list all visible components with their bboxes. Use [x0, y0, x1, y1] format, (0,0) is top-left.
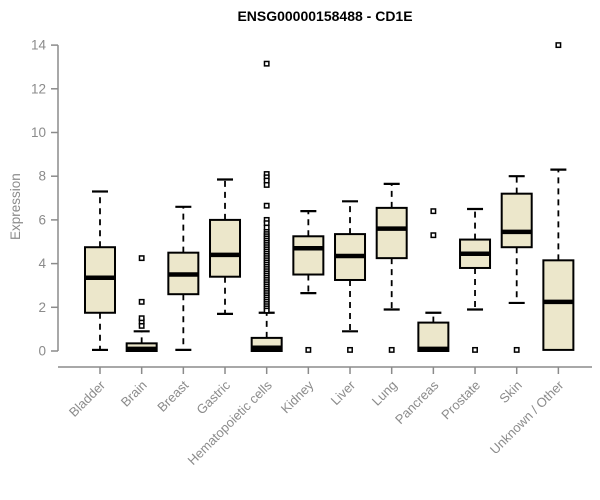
y-tick-label: 12: [31, 81, 46, 96]
x-tick-label: Liver: [328, 377, 359, 408]
outlier-point: [305, 346, 312, 353]
outlier-point: [472, 346, 478, 353]
y-tick-label: 10: [31, 125, 46, 140]
box-hematopoietic-cells: [250, 60, 283, 353]
box-pancreas: [417, 208, 450, 353]
iqr-box: [292, 235, 325, 276]
outlier-point: [263, 181, 270, 188]
x-tick-label: Skin: [496, 378, 524, 406]
box-prostate: [459, 207, 492, 353]
iqr-box: [209, 218, 242, 278]
x-tick-label: Kidney: [278, 377, 317, 416]
x-tick-label: Pancreas: [392, 377, 442, 427]
box-unknown-other: [542, 42, 575, 351]
outlier-point: [263, 307, 270, 314]
outlier-point: [513, 346, 520, 353]
outlier-point: [347, 346, 353, 353]
box-brain: [125, 255, 158, 353]
outlier-point: [138, 298, 145, 305]
box-gastric: [209, 178, 242, 315]
y-tick-label: 6: [38, 212, 46, 227]
x-tick-label: Prostate: [438, 378, 483, 423]
chart-title: ENSG00000158488 - CD1E: [237, 8, 413, 24]
box-skin: [500, 175, 533, 353]
x-tick-label: Unknown / Other: [487, 377, 567, 457]
y-tick-label: 0: [38, 344, 46, 359]
y-tick-label: 8: [38, 169, 46, 184]
outlier-point: [263, 60, 270, 67]
outlier-point: [430, 232, 437, 239]
outlier-point: [263, 202, 270, 209]
outlier-point: [138, 255, 145, 262]
iqr-box: [375, 206, 408, 260]
x-tick-label: Gastric: [193, 377, 233, 417]
box-liver: [334, 200, 367, 353]
y-tick-label: 14: [31, 38, 47, 53]
x-tick-label: Lung: [369, 378, 400, 409]
outlier-point: [555, 42, 562, 49]
box-lung: [375, 182, 408, 353]
x-tick-label: Breast: [154, 377, 191, 414]
box-breast: [167, 205, 200, 352]
outlier-point: [388, 346, 395, 353]
x-tick-label: Bladder: [66, 377, 109, 420]
y-axis: 0 2 4 6 8 10 12 14: [31, 38, 59, 359]
iqr-box: [542, 259, 575, 351]
y-tick-label: 4: [38, 256, 46, 271]
box-kidney: [292, 210, 325, 353]
outlier-point: [138, 315, 145, 322]
iqr-box: [500, 192, 533, 249]
y-tick-label: 2: [38, 300, 46, 315]
x-tick-label: Brain: [118, 378, 150, 410]
outlier-point: [430, 208, 437, 215]
box-bladder: [84, 190, 116, 352]
